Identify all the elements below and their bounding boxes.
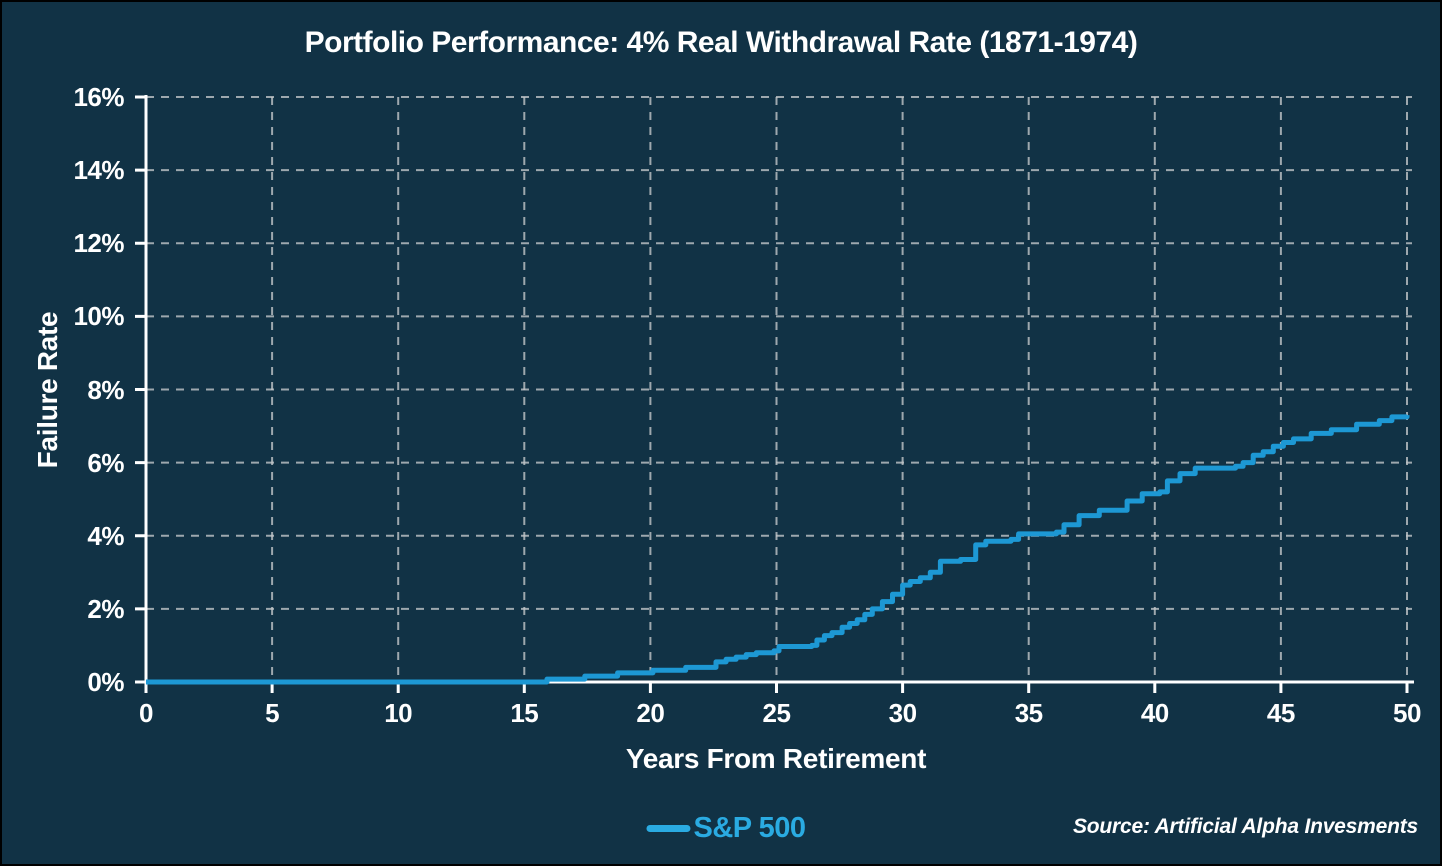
x-tick-label: 5 (265, 698, 280, 728)
x-tick-label: 20 (636, 698, 665, 728)
y-tick-label: 12% (73, 228, 124, 259)
y-axis-title: Failure Rate (32, 311, 63, 469)
x-tick-label: 40 (1140, 698, 1169, 728)
legend-line-swatch (646, 824, 691, 832)
y-tick-label: 16% (73, 82, 124, 112)
y-tick-label: 10% (73, 301, 124, 332)
y-tick-label: 4% (87, 520, 124, 551)
y-tick-label: 0% (87, 667, 124, 697)
legend-series-label: S&P 500 (693, 811, 806, 844)
x-tick-label: 35 (1014, 698, 1043, 728)
x-tick-label: 0 (139, 698, 153, 728)
x-tick-label: 30 (888, 698, 917, 728)
x-tick-label: 10 (384, 698, 413, 728)
y-tick-label: 2% (87, 593, 124, 624)
y-tick-label: 14% (73, 155, 124, 186)
chart-title: Portfolio Performance: 4% Real Withdrawa… (304, 26, 1138, 59)
legend: S&P 500 (646, 810, 806, 846)
x-tick-label: 25 (762, 698, 791, 728)
series-line-sp500 (146, 414, 1410, 685)
y-tick-label: 8% (87, 374, 124, 405)
x-tick-label: 50 (1393, 698, 1421, 728)
y-tick-label: 6% (87, 447, 124, 478)
x-axis-title: Years From Retirement (625, 743, 927, 774)
x-tick-label: 45 (1266, 698, 1295, 728)
source-attribution: Source: Artificial Alpha Invesments (1072, 815, 1418, 838)
x-tick-label: 15 (510, 698, 539, 728)
